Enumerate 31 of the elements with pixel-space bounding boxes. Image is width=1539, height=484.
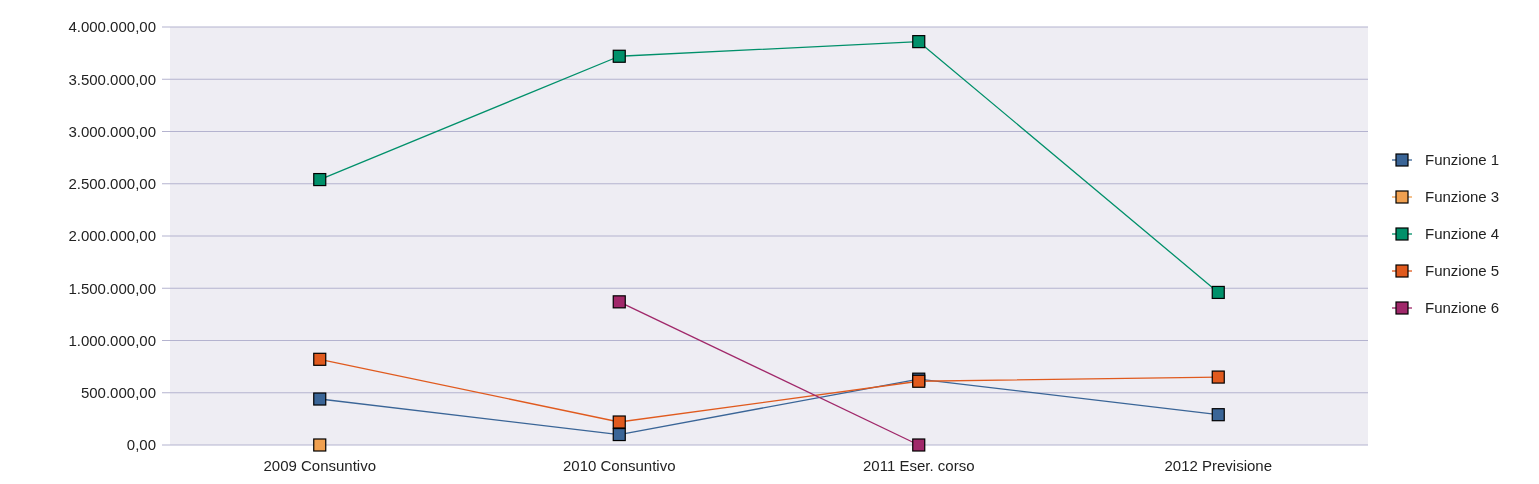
point [313,438,327,452]
y-tick-label: 3.500.000,00 [68,70,156,88]
legend-label: Funzione 6 [1425,299,1500,317]
x-tick-label: 2012 Previsione [1164,457,1273,474]
point [912,438,926,452]
x-tick-label: 2011 Eser. corso [863,457,975,474]
y-tick-label: 1.000.000,00 [68,331,156,349]
point [612,49,626,63]
x-tick-label: 2010 Consuntivo [562,457,676,474]
point [313,392,327,406]
point [1211,408,1225,422]
point [313,172,327,187]
point [1211,285,1225,300]
point [612,295,626,309]
point [313,352,327,366]
legend-label: Funzione 3 [1425,188,1500,206]
point [612,415,626,429]
y-tick-label: 3.000.000,00 [68,122,156,140]
legend-label: Funzione 4 [1425,225,1500,243]
y-tick-label: 500.000,00 [80,384,156,401]
y-tick-label: 0,00 [126,436,156,454]
point [612,427,626,442]
legend-label: Funzione 1 [1425,151,1500,169]
x-tick-label: 2009 Consuntivo [263,457,377,474]
point [912,35,926,49]
y-tick-label: 2.000.000,00 [68,227,156,245]
y-tick-label: 2.500.000,00 [68,175,156,192]
y-tick-label: 1.500.000,00 [68,279,156,297]
legend-label: Funzione 5 [1425,262,1500,280]
y-tick-label: 4.000.000,00 [68,18,156,36]
point [1211,370,1225,384]
